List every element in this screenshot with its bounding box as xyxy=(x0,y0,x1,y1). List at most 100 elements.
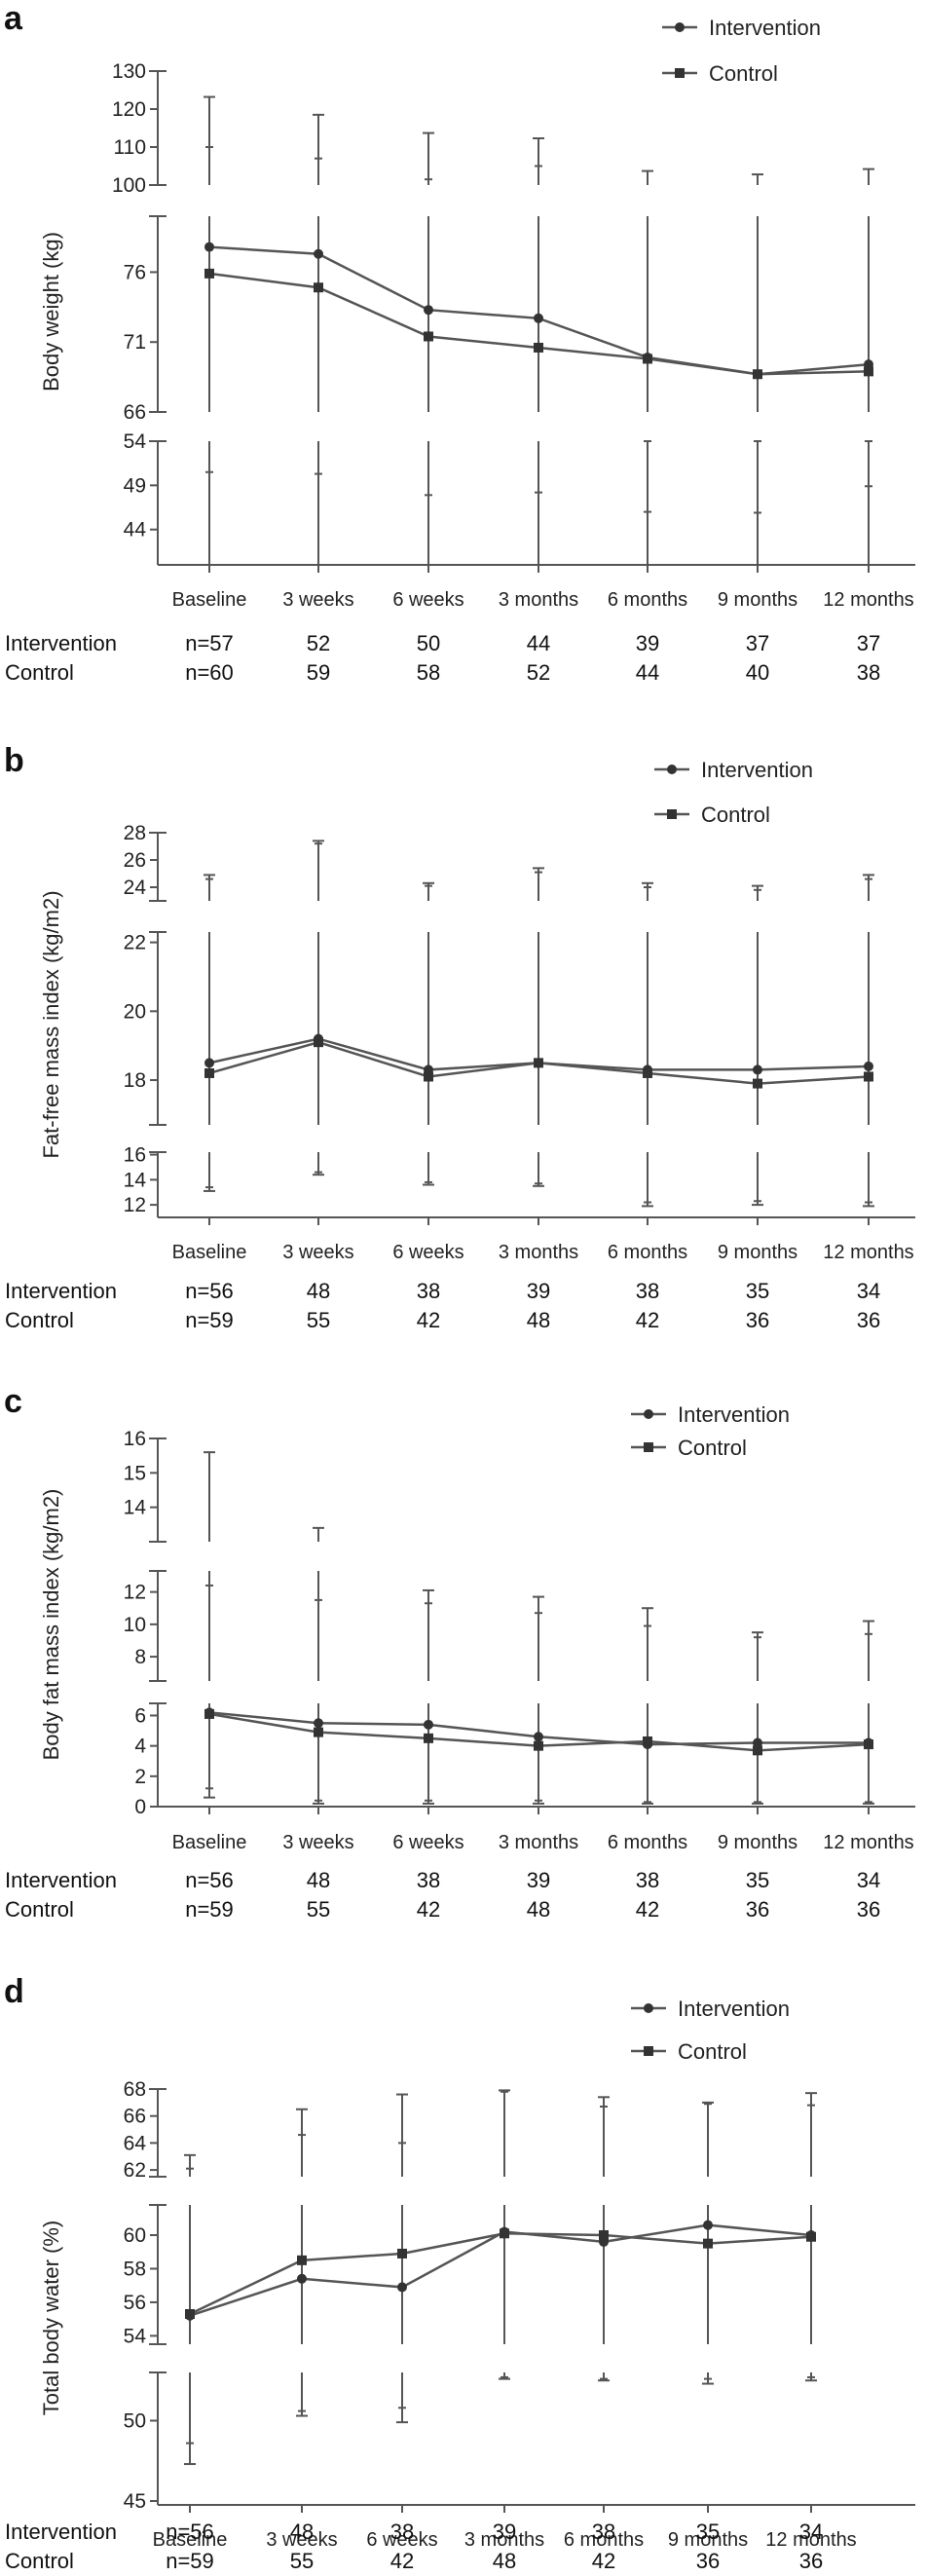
data-point-intervention xyxy=(204,1058,214,1068)
data-point-control xyxy=(185,2308,195,2319)
n-row-label: Control xyxy=(5,660,74,685)
n-value: 36 xyxy=(857,1308,880,1332)
n-value: 39 xyxy=(527,1868,550,1892)
x-tick-label: Baseline xyxy=(172,1832,247,1853)
data-point-control xyxy=(753,369,762,380)
n-row-label: Control xyxy=(5,2549,74,2573)
y-tick-label: 50 xyxy=(124,2410,146,2433)
data-point-control xyxy=(534,342,543,353)
y-tick-label: 24 xyxy=(124,877,147,899)
n-row-label: Intervention xyxy=(5,2520,117,2544)
data-point-intervention xyxy=(753,1737,762,1748)
n-value: n=56 xyxy=(166,2520,214,2544)
y-tick-label: 16 xyxy=(124,1428,146,1450)
n-value: 38 xyxy=(417,1868,440,1892)
y-tick-label: 22 xyxy=(124,932,146,954)
legend-marker-circle-icon xyxy=(675,22,685,32)
data-point-control xyxy=(314,282,323,293)
y-axis-title: Body fat mass index (kg/m2) xyxy=(39,1489,63,1761)
n-value: 48 xyxy=(527,1308,550,1332)
legend-marker-circle-icon xyxy=(667,765,677,774)
y-tick-label: 45 xyxy=(124,2490,146,2513)
panel-letter-c: c xyxy=(4,1383,22,1420)
n-value: 39 xyxy=(493,2520,516,2544)
y-tick-label: 49 xyxy=(124,474,146,497)
y-tick-label: 20 xyxy=(124,1000,146,1023)
data-point-control xyxy=(753,1745,762,1756)
x-tick-label: Baseline xyxy=(153,2529,228,2551)
n-value: 36 xyxy=(746,1897,769,1922)
n-value: 55 xyxy=(290,2549,314,2573)
data-point-control xyxy=(297,2255,307,2265)
data-point-control xyxy=(204,1708,214,1719)
y-tick-label: 120 xyxy=(112,98,146,121)
y-tick-label: 54 xyxy=(124,2325,147,2347)
y-tick-label: 10 xyxy=(124,1614,146,1636)
y-tick-label: 60 xyxy=(124,2224,146,2247)
x-tick-label: 6 weeks xyxy=(392,1832,464,1853)
n-value: 48 xyxy=(307,1279,330,1303)
data-point-intervention xyxy=(297,2273,307,2284)
data-point-control xyxy=(534,1058,543,1068)
y-axis-title: Body weight (kg) xyxy=(39,232,63,392)
series-line-control xyxy=(189,2232,812,2316)
data-point-control xyxy=(643,354,652,364)
x-tick-label: 6 months xyxy=(564,2529,644,2551)
data-point-intervention xyxy=(703,2220,713,2230)
data-point-control xyxy=(753,1078,762,1089)
n-value: 44 xyxy=(636,660,659,685)
legend-label: Intervention xyxy=(701,758,813,782)
x-tick-label: 9 months xyxy=(718,1832,797,1853)
y-tick-label: 8 xyxy=(134,1646,146,1668)
n-value: 34 xyxy=(799,2520,823,2544)
data-point-control xyxy=(424,331,433,342)
data-point-control xyxy=(864,366,873,377)
n-value: 42 xyxy=(636,1308,659,1332)
data-point-control xyxy=(643,1736,652,1746)
n-value: 36 xyxy=(696,2549,720,2573)
data-point-control xyxy=(534,1740,543,1751)
data-point-intervention xyxy=(397,2282,407,2293)
legend-marker-circle-icon xyxy=(644,1409,653,1419)
panel-letter-d: d xyxy=(4,1973,24,2010)
x-tick-label: Baseline xyxy=(172,1242,247,1263)
x-tick-label: 3 months xyxy=(499,589,578,611)
n-value: 48 xyxy=(527,1897,550,1922)
n-value: n=59 xyxy=(185,1897,234,1922)
y-tick-label: 100 xyxy=(112,174,146,197)
n-value: 52 xyxy=(307,631,330,655)
panel-letter-a: a xyxy=(4,0,23,37)
n-value: 38 xyxy=(857,660,880,685)
y-tick-label: 18 xyxy=(124,1069,146,1092)
n-value: 38 xyxy=(417,1279,440,1303)
x-tick-label: 9 months xyxy=(718,589,797,611)
legend-marker-square-icon xyxy=(667,809,677,819)
n-value: n=56 xyxy=(185,1868,234,1892)
y-tick-label: 56 xyxy=(124,2292,146,2314)
chart-panel-c: c 14 15 16 8 10 12 0 2 4 6 Baseline 3 weeks 6 weeks 3 … xyxy=(4,1383,915,1922)
x-tick-label: 6 weeks xyxy=(366,2529,437,2551)
y-tick-label: 12 xyxy=(124,1194,146,1216)
y-tick-label: 44 xyxy=(124,519,147,541)
y-tick-label: 0 xyxy=(134,1796,146,1818)
y-tick-label: 71 xyxy=(124,331,146,354)
n-value: 52 xyxy=(527,660,550,685)
y-tick-label: 12 xyxy=(124,1582,146,1604)
n-value: 34 xyxy=(857,1279,880,1303)
n-value: 38 xyxy=(592,2520,615,2544)
n-value: 48 xyxy=(290,2520,314,2544)
x-tick-label: 3 weeks xyxy=(282,589,353,611)
data-point-control xyxy=(204,268,214,279)
y-tick-label: 14 xyxy=(124,1169,147,1191)
y-tick-label: 76 xyxy=(124,261,146,283)
y-tick-label: 26 xyxy=(124,849,146,872)
n-value: 42 xyxy=(592,2549,615,2573)
n-value: n=59 xyxy=(185,1308,234,1332)
n-value: 42 xyxy=(417,1897,440,1922)
data-point-control xyxy=(204,1067,214,1078)
n-value: 58 xyxy=(417,660,440,685)
n-value: 38 xyxy=(636,1868,659,1892)
n-value: 35 xyxy=(746,1868,769,1892)
x-tick-label: 6 months xyxy=(608,589,687,611)
x-tick-label: 9 months xyxy=(668,2529,748,2551)
